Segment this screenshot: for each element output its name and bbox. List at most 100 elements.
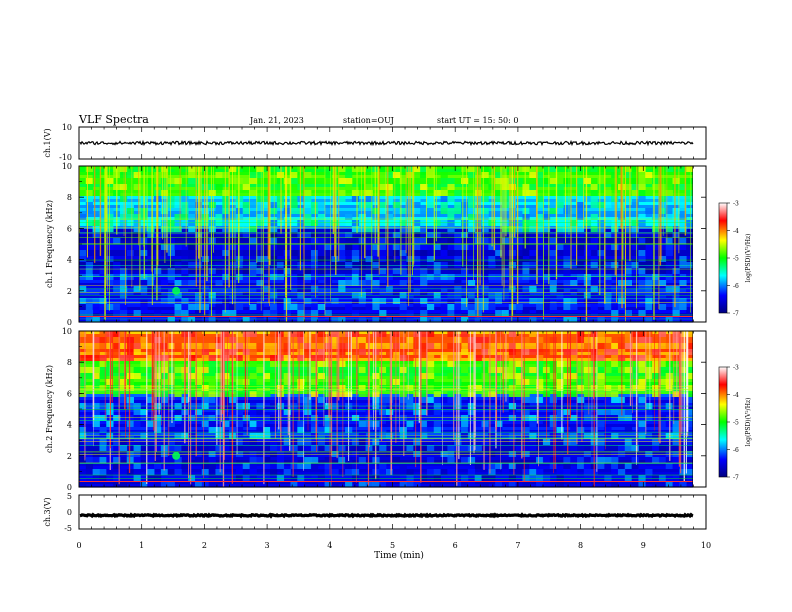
spectrogram-cell bbox=[119, 244, 128, 250]
spectrogram-cell bbox=[290, 280, 298, 286]
spectrogram-cell bbox=[85, 355, 94, 361]
spectrogram-cell bbox=[222, 331, 230, 337]
spectrogram-cell bbox=[147, 361, 155, 367]
spectrogram-cell bbox=[686, 220, 694, 226]
spectrogram-cell bbox=[235, 379, 244, 385]
spectrogram-cell bbox=[420, 397, 428, 403]
spectrogram-cell bbox=[658, 208, 667, 214]
spectrogram-cell bbox=[85, 463, 94, 469]
spectrogram-cell bbox=[515, 361, 523, 367]
spectrogram-cell bbox=[249, 385, 257, 391]
spectrogram-cell bbox=[297, 349, 305, 355]
spectrogram-cell bbox=[235, 226, 244, 232]
spectrogram-cell bbox=[652, 220, 660, 226]
spectrogram-cell bbox=[126, 421, 134, 427]
spectrogram-cell bbox=[358, 421, 366, 427]
spectrogram-cell bbox=[106, 274, 114, 280]
spectrogram-cell bbox=[99, 304, 107, 310]
spectrogram-cell bbox=[522, 262, 530, 268]
spectrogram-cell bbox=[208, 415, 216, 421]
spectrogram-cell bbox=[392, 184, 401, 190]
spectrogram-cell bbox=[536, 385, 544, 391]
spectrogram-cell bbox=[440, 274, 448, 280]
spectrogram-cell bbox=[508, 481, 517, 487]
spectrogram-cell bbox=[365, 196, 373, 202]
spectrogram-cell bbox=[399, 220, 407, 226]
spectrogram-cell bbox=[99, 415, 107, 421]
spectrogram-cell bbox=[317, 268, 325, 274]
spectrogram-cell bbox=[515, 469, 523, 475]
ch1-waveform-trace bbox=[79, 139, 694, 147]
spectrogram-cell bbox=[542, 310, 551, 316]
spectrogram-cell bbox=[79, 427, 87, 433]
spectrogram-cell bbox=[351, 337, 360, 343]
spectrogram-cell bbox=[658, 268, 667, 274]
spectrogram-cell bbox=[515, 274, 523, 280]
spectrogram-cell bbox=[181, 190, 189, 196]
spectrogram-cell bbox=[99, 178, 107, 184]
spectrogram-cell bbox=[270, 166, 278, 172]
spectrogram-cell bbox=[92, 178, 100, 184]
spectrogram-cell bbox=[652, 208, 660, 214]
spectrogram-cell bbox=[188, 304, 196, 310]
spectrogram-cell bbox=[679, 304, 687, 310]
ch2-colorbar bbox=[718, 366, 728, 478]
spectrogram-cell bbox=[113, 343, 121, 349]
spectrogram-cell bbox=[201, 256, 210, 262]
spectrogram-cell bbox=[386, 166, 394, 172]
spectrogram-cell bbox=[160, 250, 169, 256]
spectrogram-row bbox=[79, 292, 693, 296]
spectrogram-cell bbox=[658, 304, 667, 310]
spectrogram-cell bbox=[358, 244, 366, 250]
spectrogram-cell bbox=[317, 232, 325, 238]
spectrogram-cell bbox=[188, 214, 196, 220]
spectrogram-cell bbox=[679, 451, 687, 457]
spectrogram-cell bbox=[577, 367, 585, 373]
spectrogram-cell bbox=[201, 343, 210, 349]
spectrogram-cell bbox=[665, 214, 673, 220]
spectrogram-cell bbox=[563, 256, 571, 262]
date-label: Jan. 21, 2023 bbox=[249, 116, 304, 125]
spectrogram-cell bbox=[283, 310, 291, 316]
spectrogram-cell bbox=[358, 214, 366, 220]
spectrogram-cell bbox=[672, 214, 680, 220]
spectrogram-cell bbox=[181, 310, 189, 316]
spectrogram-cell bbox=[679, 355, 687, 361]
spectrogram-cell bbox=[679, 409, 687, 415]
spectrogram-cell bbox=[590, 310, 598, 316]
spectrogram-cell bbox=[270, 331, 278, 337]
spectrogram-cell bbox=[249, 166, 257, 172]
spectrogram-cell bbox=[645, 178, 653, 184]
spectrogram-cell bbox=[672, 367, 680, 373]
time-tick-label: 1 bbox=[139, 541, 144, 550]
spectrogram-cell bbox=[317, 439, 325, 445]
spectrogram-cell bbox=[577, 475, 585, 481]
spectrogram-cell bbox=[85, 439, 94, 445]
spectrogram-cell bbox=[133, 184, 141, 190]
spectrogram-cell bbox=[358, 238, 366, 244]
spectrogram-cell bbox=[522, 208, 530, 214]
ch3-waveform-frame bbox=[78, 494, 707, 530]
spectrogram-cell bbox=[447, 397, 455, 403]
spectrogram-cell bbox=[331, 481, 339, 487]
spectrogram-cell bbox=[147, 292, 155, 298]
spectrogram-cell bbox=[304, 172, 312, 178]
spectrogram-cell bbox=[256, 214, 264, 220]
spectrogram-cell bbox=[658, 379, 667, 385]
spectrogram-cell bbox=[611, 298, 619, 304]
spectrogram-cell bbox=[583, 391, 592, 397]
spectrogram-cell bbox=[215, 172, 223, 178]
colorbar-tick-label: -4 bbox=[733, 228, 739, 235]
spectrogram-cell bbox=[461, 268, 469, 274]
spectrogram-cell bbox=[522, 397, 530, 403]
spectrogram-cell bbox=[317, 343, 325, 349]
ch3-ytick-mid: 0 bbox=[67, 508, 72, 517]
spectrogram-cell bbox=[624, 172, 632, 178]
spectrogram-cell bbox=[119, 208, 128, 214]
spectrogram-cell bbox=[147, 238, 155, 244]
spectrogram-cell bbox=[386, 238, 394, 244]
spectrogram-cell bbox=[508, 385, 517, 391]
spectrogram-cell bbox=[351, 451, 360, 457]
spectrogram-cell bbox=[351, 220, 360, 226]
spectrogram-cell bbox=[133, 475, 141, 481]
